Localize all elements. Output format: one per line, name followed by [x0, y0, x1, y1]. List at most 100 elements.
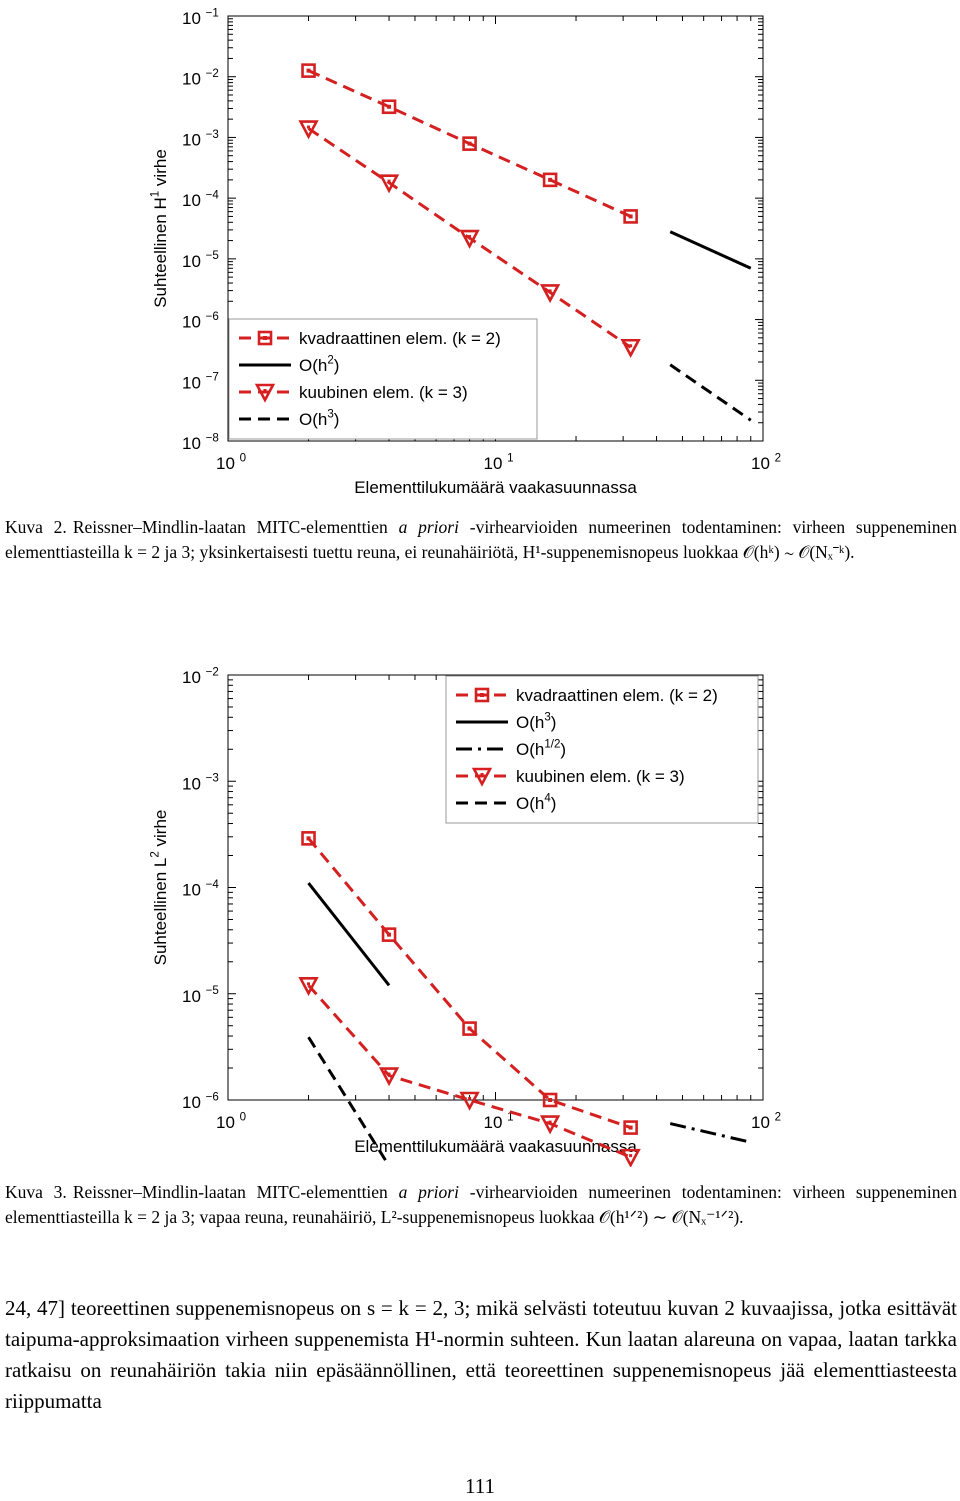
square-marker — [301, 831, 316, 846]
triangle-marker-dot — [307, 125, 311, 129]
triangle-marker — [471, 767, 493, 787]
square-marker-dot — [263, 336, 267, 340]
triangle-marker-dot — [468, 235, 472, 239]
legend-label: O(h1/2) — [516, 738, 566, 759]
square-marker — [381, 927, 397, 942]
series-line — [669, 230, 752, 270]
series-1 — [669, 230, 752, 270]
square-marker-dot — [480, 693, 484, 697]
x-tick-label: 10 0 — [216, 452, 246, 473]
figure-2-h1-error-plot: 10 −1 10 −2 10 −3 10 −4 10 −5 10 −6 10 −7 10 −8… — [149, 7, 781, 497]
series-2 — [669, 1122, 752, 1144]
square-marker — [257, 330, 273, 346]
y-tick-label: 10 −8 — [182, 432, 219, 453]
triangle-marker-dot — [629, 1154, 633, 1158]
y-tick-label: 10 −4 — [182, 189, 219, 210]
square-marker — [381, 99, 397, 115]
figure-3-caption-text-b: -virhearvioiden numeerinen todentaminen:… — [5, 1182, 957, 1227]
x-tick-label: 10 2 — [751, 1111, 781, 1132]
square-marker — [301, 63, 316, 78]
legend-label: O(h3) — [299, 408, 339, 429]
square-marker-dot — [387, 104, 392, 109]
triangle-marker — [620, 1148, 641, 1167]
y-tick-label: 10 −3 — [182, 773, 219, 794]
legend-label: O(h3) — [516, 711, 556, 732]
axis-ticks — [227, 16, 763, 442]
square-marker-dot — [628, 214, 633, 219]
square-marker — [542, 172, 558, 188]
series-0 — [301, 831, 638, 1135]
triangle-marker — [378, 1067, 400, 1087]
square-marker — [462, 1021, 477, 1036]
legend: kvadraattinen elem. (k = 2) O(h2) kuubinen… — [228, 318, 538, 440]
y-tick-label: 10 −1 — [182, 7, 219, 28]
y-axis-label: Suhteellinen H1 virhe — [149, 149, 170, 308]
figure-2-caption-text-b: -virhearvioiden numeerinen todentaminen:… — [5, 517, 957, 562]
page-number: 111 — [465, 1474, 495, 1498]
triangle-marker-dot — [629, 344, 633, 348]
x-axis-label: Elementtilukumäärä vaakasuunnassa — [354, 1137, 637, 1156]
y-tick-label: 10 −6 — [182, 311, 219, 332]
y-tick-label: 10 −6 — [182, 1091, 219, 1112]
series-line — [307, 882, 391, 987]
series-line — [307, 837, 632, 1130]
square-marker — [542, 1092, 558, 1108]
triangle-marker-dot — [387, 179, 391, 183]
y-axis-label: Suhteellinen L2 virhe — [149, 810, 170, 966]
square-marker-dot — [387, 932, 392, 937]
y-tick-label: 10 −2 — [182, 666, 219, 687]
figure-2-label: Kuva 2. — [5, 517, 67, 537]
figure-3-l2-error-plot: 10 −2 10 −3 10 −4 10 −5 10 −610 0 10 1 10 2 Ele… — [149, 666, 781, 1167]
body-paragraph: 24, 47] teoreettinen suppenemisnopeus on… — [5, 1296, 957, 1413]
x-tick-label: 10 1 — [484, 452, 514, 473]
triangle-marker — [539, 1115, 561, 1135]
triangle-marker-dot — [468, 1097, 472, 1100]
series-line — [307, 1036, 391, 1167]
y-tick-label: 10 −5 — [182, 985, 219, 1006]
triangle-marker-dot — [548, 1120, 552, 1124]
triangle-marker — [298, 977, 319, 997]
figure-3-label: Kuva 3. — [5, 1182, 67, 1202]
triangle-marker — [298, 120, 319, 140]
triangle-marker — [459, 1091, 480, 1111]
legend: kvadraattinen elem. (k = 2) O(h3) O(h1/2) k… — [445, 675, 759, 824]
triangle-marker-dot — [263, 389, 267, 392]
x-tick-label: 10 0 — [216, 1111, 246, 1132]
series-2 — [298, 120, 641, 359]
x-axis-label: Elementtilukumäärä vaakasuunnassa — [354, 478, 637, 497]
square-marker — [462, 136, 477, 151]
series-4 — [307, 1036, 391, 1167]
y-tick-label: 10 −4 — [182, 879, 219, 900]
y-tick-label: 10 −7 — [182, 372, 219, 393]
triangle-marker — [378, 174, 400, 194]
series-1 — [307, 882, 391, 987]
legend-label: O(h4) — [516, 792, 556, 813]
triangle-marker — [620, 338, 641, 359]
legend-label: O(h2) — [299, 354, 339, 375]
series-3 — [669, 363, 752, 422]
x-tick-label: 10 1 — [484, 1111, 514, 1132]
square-marker — [623, 209, 638, 224]
series-line — [669, 1122, 752, 1144]
square-marker-dot — [467, 141, 472, 146]
series-3 — [298, 977, 641, 1167]
square-marker-dot — [548, 1098, 553, 1102]
legend-label: kuubinen elem. (k = 3) — [299, 383, 468, 402]
y-tick-label: 10 −5 — [182, 250, 219, 271]
triangle-marker-dot — [548, 289, 552, 293]
square-marker-dot — [467, 1026, 472, 1031]
axis-ticks — [227, 675, 763, 1101]
series-line — [669, 363, 752, 422]
triangle-marker — [254, 383, 276, 403]
figure-2-caption-text-a: Reissner–Mindlin-laatan MITC-elementtien — [72, 517, 399, 537]
figure-3-caption: Kuva 3. Reissner–Mindlin-laatan MITC-elem… — [5, 1180, 957, 1230]
figure-3-caption-italic: a priori — [398, 1182, 459, 1202]
y-tick-label: 10 −3 — [182, 129, 219, 150]
square-marker — [623, 1120, 638, 1135]
y-tick-label: 10 −2 — [182, 68, 219, 89]
triangle-marker-dot — [387, 1072, 391, 1076]
legend-label: kuubinen elem. (k = 3) — [516, 767, 685, 786]
square-marker-dot — [548, 177, 553, 182]
legend-label: kvadraattinen elem. (k = 2) — [516, 686, 718, 705]
figure-2-caption: Kuva 2. Reissner–Mindlin-laatan MITC-elem… — [5, 515, 957, 565]
